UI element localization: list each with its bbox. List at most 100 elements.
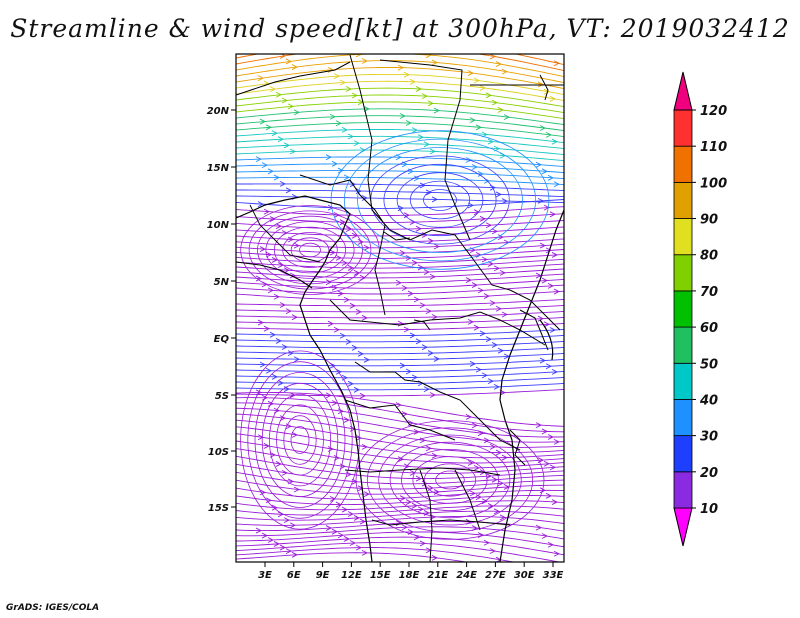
streamline-arrow xyxy=(421,93,429,100)
streamline-arrow xyxy=(481,372,489,379)
colorbar-label: 30 xyxy=(700,430,718,445)
streamline-arrow xyxy=(255,527,263,534)
streamline-loop xyxy=(282,231,338,268)
streamline-arrow xyxy=(335,368,343,375)
streamline-arrow xyxy=(291,551,299,558)
streamline-arrow xyxy=(423,386,431,393)
streamline-arrow xyxy=(427,350,435,356)
streamline-loop xyxy=(378,434,522,526)
streamline-arrow xyxy=(287,103,295,110)
colorbar-label: 90 xyxy=(700,213,718,228)
streamline-arrow xyxy=(431,196,439,203)
streamline-arrow xyxy=(501,68,509,75)
streamline-arrow xyxy=(281,344,289,350)
colorbar-top-triangle xyxy=(673,71,693,111)
streamline-loop xyxy=(290,426,310,454)
streamline xyxy=(236,243,564,254)
streamline-arrow xyxy=(333,73,341,80)
streamline-arrow xyxy=(325,279,333,286)
streamline-arrow xyxy=(497,480,505,487)
streamline-arrow xyxy=(545,131,553,138)
colorbar-segment xyxy=(673,290,693,328)
streamline-arrow xyxy=(475,366,483,373)
streamline-arrow xyxy=(499,389,507,396)
streamline-arrow xyxy=(349,302,357,309)
streamline-arrow xyxy=(271,504,279,511)
streamline-arrow xyxy=(429,148,437,155)
streamline-arrow xyxy=(477,430,485,437)
streamline xyxy=(236,129,564,144)
streamline-loop xyxy=(248,210,372,290)
streamline xyxy=(236,487,564,500)
streamline-arrow xyxy=(405,499,413,505)
streamline-arrow xyxy=(485,92,493,99)
streamline-arrow xyxy=(467,460,475,466)
streamline-arrow xyxy=(429,392,437,398)
streamline xyxy=(236,471,564,490)
streamline-arrow xyxy=(425,308,433,315)
streamline-arrow xyxy=(347,380,355,387)
streamline-arrow xyxy=(397,456,405,463)
streamline xyxy=(236,142,564,156)
streamline-arrow xyxy=(539,125,547,131)
colorbar-label: 60 xyxy=(700,321,718,336)
streamline-arrow xyxy=(485,222,493,229)
streamline-arrow xyxy=(341,506,349,513)
streamline-arrow xyxy=(465,414,473,420)
streamline-arrow xyxy=(361,314,369,321)
streamline-arrow xyxy=(553,438,561,445)
streamline-arrow xyxy=(275,338,283,344)
streamline-arrow xyxy=(357,485,365,492)
streamline-arrow xyxy=(269,331,277,338)
streamline-arrow xyxy=(489,443,497,450)
streamline-loop xyxy=(261,382,339,498)
coastlines-borders xyxy=(236,54,564,562)
streamline-arrow xyxy=(427,238,435,244)
streamline-arrow xyxy=(467,318,475,325)
streamline-arrow xyxy=(473,464,481,471)
streamline-arrow xyxy=(341,126,349,133)
streamline-arrow xyxy=(257,319,265,326)
streamline-loop xyxy=(299,242,321,258)
streamline-loop xyxy=(423,189,457,211)
colorbar-segment xyxy=(673,109,693,147)
streamline-arrow xyxy=(475,124,483,131)
streamline xyxy=(236,505,564,516)
streamline-arrow xyxy=(493,383,501,390)
streamline-arrow xyxy=(275,461,283,467)
streamline-arrow xyxy=(257,434,265,441)
streamline-arrow xyxy=(263,325,271,332)
streamline xyxy=(236,67,564,90)
streamline-arrow xyxy=(363,244,371,251)
lon-tick-label: 18E xyxy=(399,570,420,581)
streamline-arrow xyxy=(343,174,351,181)
streamline-arrow xyxy=(423,269,431,275)
streamline xyxy=(236,352,564,361)
streamline-arrow xyxy=(395,279,403,286)
streamline-arrow xyxy=(495,449,503,456)
streamline-arrow xyxy=(545,247,553,254)
streamline-arrow xyxy=(355,435,363,441)
streamline-arrow xyxy=(269,216,277,222)
streamline-arrow xyxy=(335,120,343,127)
lon-tick-label: 21E xyxy=(427,570,448,581)
streamline-arrow xyxy=(285,308,293,314)
streamline-arrow xyxy=(411,127,419,134)
streamline xyxy=(236,316,564,325)
streamlines xyxy=(236,54,564,562)
streamline-arrow xyxy=(429,273,437,280)
streamline-arrow xyxy=(273,541,281,547)
streamline-arrow xyxy=(497,234,505,241)
streamline-arrow xyxy=(487,378,495,385)
streamline-arrow xyxy=(261,162,269,169)
streamline-loop xyxy=(401,448,499,511)
streamline xyxy=(236,370,564,379)
streamline xyxy=(236,515,564,526)
streamline-loop xyxy=(254,372,346,508)
streamline-arrow xyxy=(267,287,275,294)
streamline-arrow xyxy=(495,61,503,67)
streamline-loop xyxy=(435,470,465,490)
colorbar-label: 10 xyxy=(700,502,718,517)
streamline-loop xyxy=(389,441,511,519)
streamline-loop xyxy=(265,221,355,279)
